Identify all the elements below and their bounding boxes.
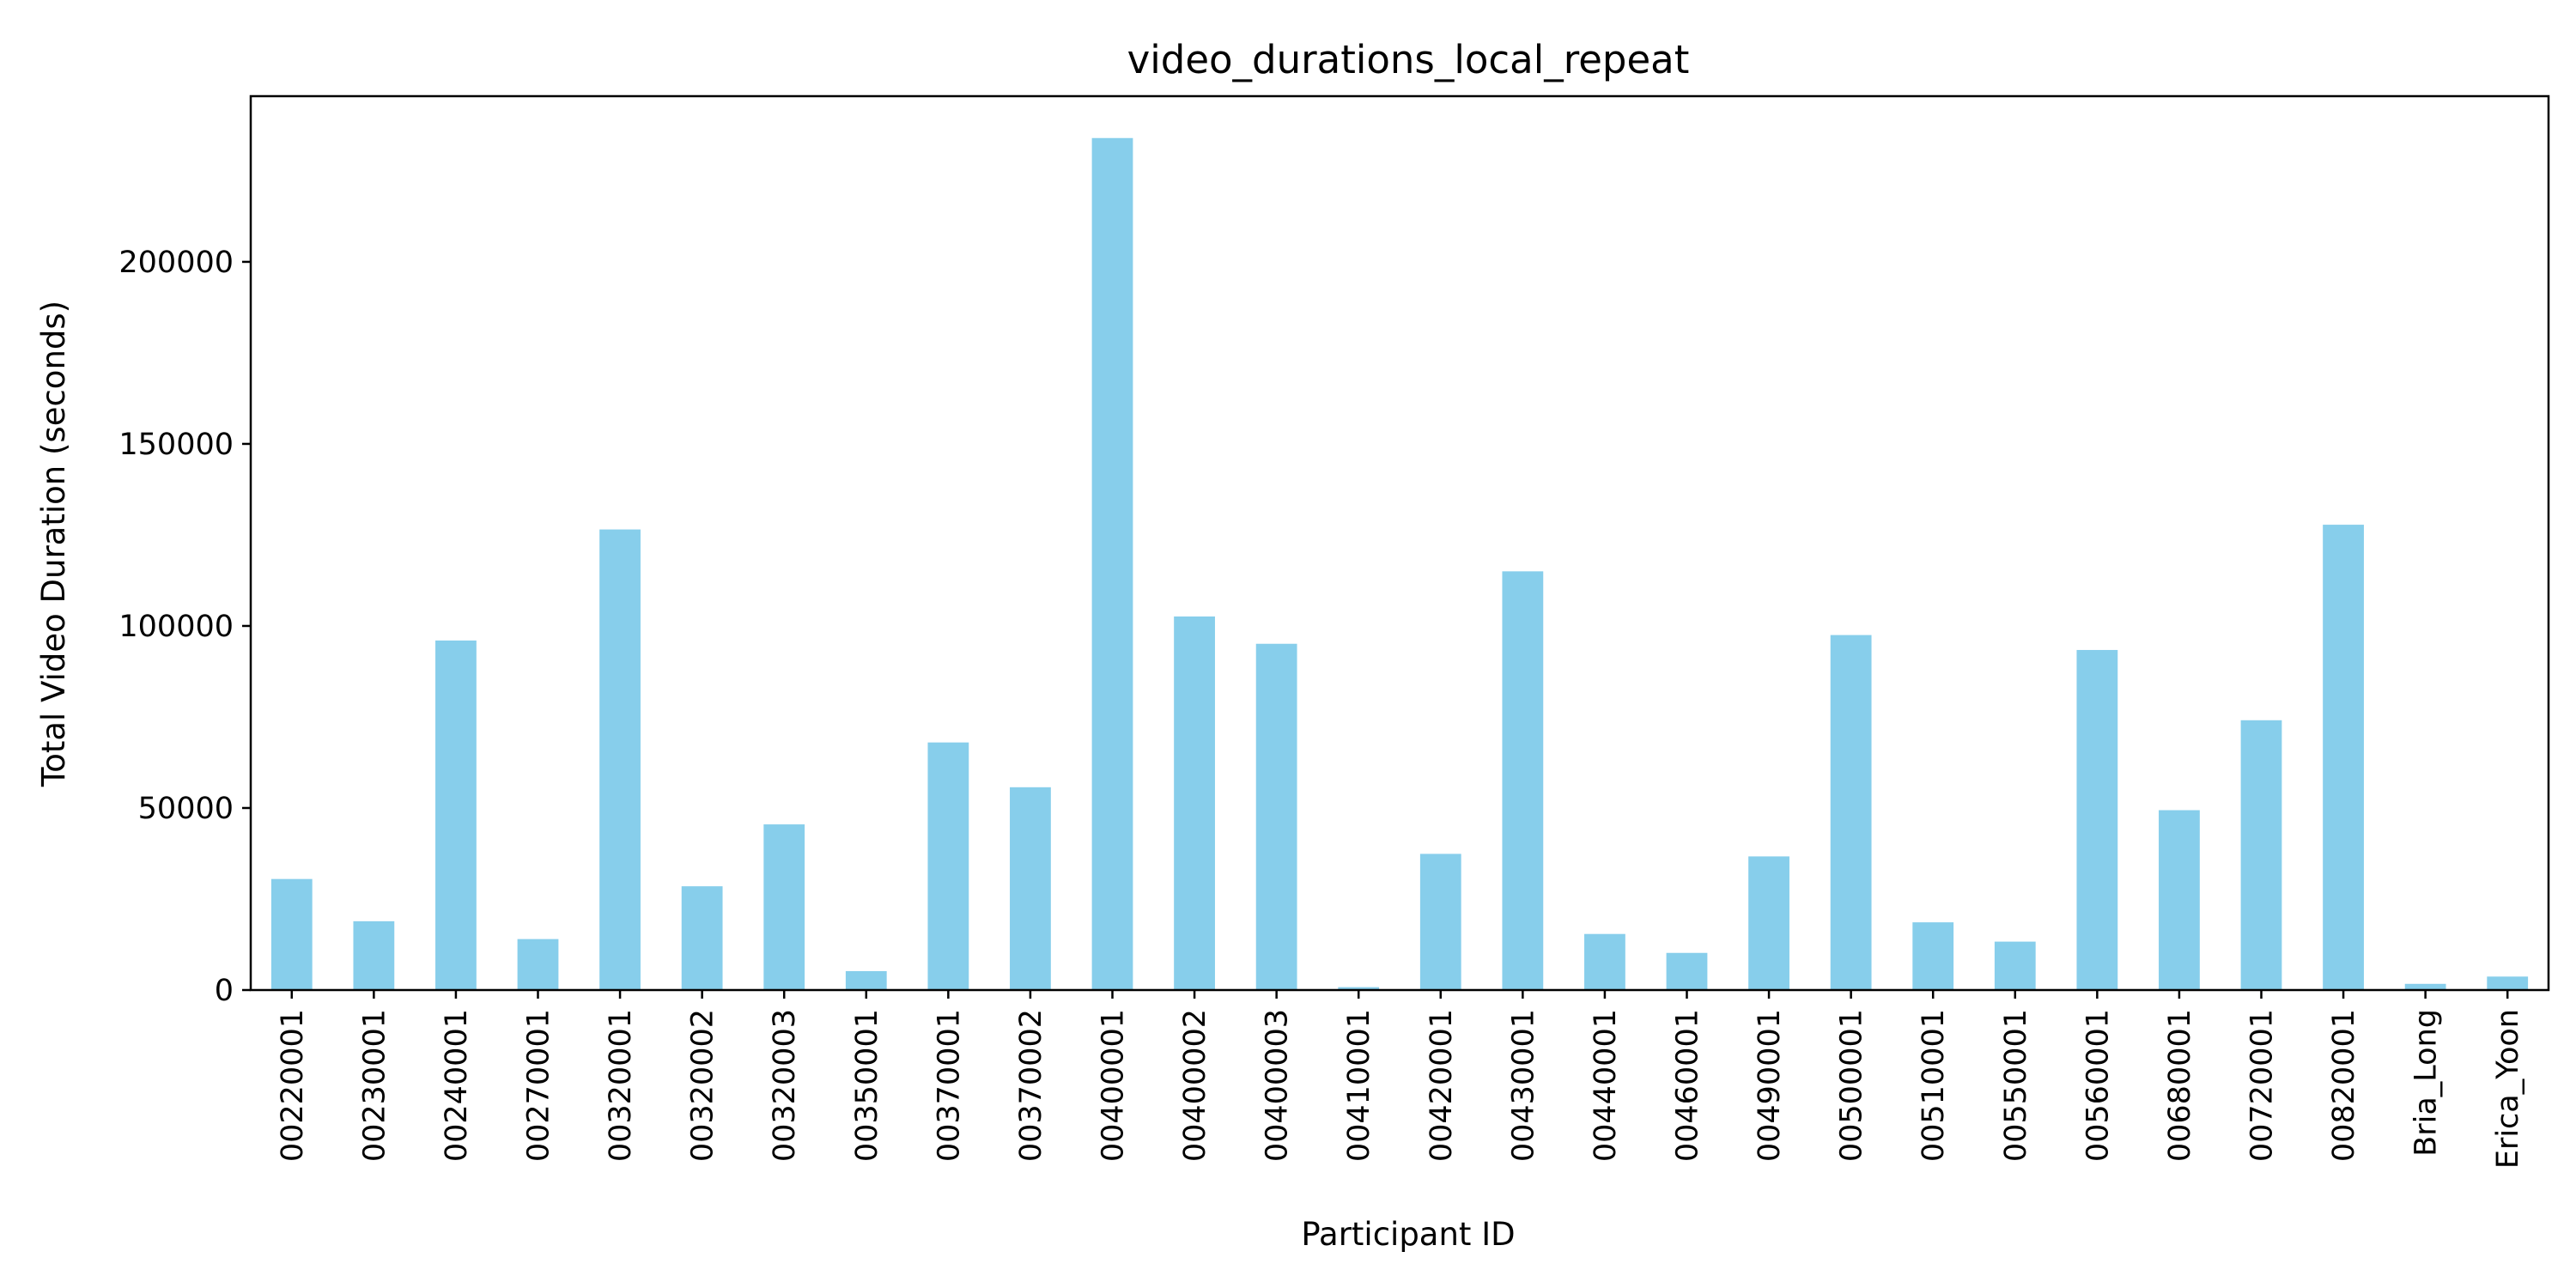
x-tick-label: 00240001 [440,1009,474,1162]
bar-00400002 [1174,616,1215,990]
bar-00320001 [599,529,641,990]
x-tick-label: 00370002 [1014,1009,1048,1162]
bar-00410001 [1338,987,1380,990]
bar-00270001 [517,939,559,990]
x-tick-label: 00320003 [768,1009,802,1162]
bar-00370001 [927,742,969,990]
x-tick-label: 00370001 [932,1009,966,1162]
y-axis-ticks: 0 50000 100000 150000 200000 [118,246,251,1008]
x-tick-label: 00430001 [1506,1009,1540,1162]
x-tick-label: 00410001 [1342,1009,1376,1162]
bar-00350001 [845,970,887,990]
bar-00320003 [763,824,805,990]
x-tick-label: 00320001 [604,1009,638,1162]
bar-00320002 [681,886,723,990]
x-tick-label: 00560001 [2081,1009,2115,1162]
bar-00240001 [435,640,477,990]
x-tick-label: 00230001 [357,1009,392,1162]
x-axis-label: Participant ID [1301,1216,1515,1253]
bar-00370002 [1010,787,1051,990]
x-axis-ticks: 00220001 00230001 00240001 00270001 00320001… [276,990,2525,1169]
plot-frame [249,94,2550,992]
x-tick-label: 00400001 [1097,1009,1131,1162]
x-tick-label: 00550001 [1999,1009,2033,1162]
x-tick-label: 00490001 [1753,1009,1787,1162]
bar-00500001 [1830,635,1872,990]
y-axis-label: Total Video Duration (seconds) [35,301,72,787]
x-tick-label: 00460001 [1671,1009,1705,1162]
bars-group [270,137,2529,991]
x-tick-label: 00270001 [522,1009,556,1162]
y-tick-label: 150000 [118,428,234,462]
x-tick-label: 00510001 [1917,1009,1951,1162]
x-tick-label: 00680001 [2163,1009,2197,1162]
y-tick-label: 50000 [138,792,234,826]
x-tick-label: 00720001 [2245,1009,2280,1162]
bar-00400003 [1255,643,1297,990]
x-tick-label: 00440001 [1589,1009,1623,1162]
y-tick-label: 200000 [118,246,234,280]
bar-Bria_Long [2404,983,2446,990]
bar-00420001 [1419,854,1461,990]
bar-00430001 [1502,571,1544,990]
bar-00400001 [1091,137,1133,991]
y-tick-label: 0 [215,974,234,1008]
x-tick-label: 00420001 [1425,1009,1459,1162]
bar-00230001 [353,920,395,990]
x-tick-label: 00350001 [850,1009,884,1162]
bar-Erica_Yoon [2487,976,2529,990]
y-tick-label: 100000 [118,610,234,644]
bar-00560001 [2076,649,2118,990]
x-tick-label: Bria_Long [2409,1009,2444,1157]
x-tick-label: 00820001 [2327,1009,2361,1162]
bar-00680001 [2159,810,2200,990]
bar-00220001 [270,878,313,990]
bar-00510001 [1912,922,1954,990]
x-tick-label: 00320002 [686,1009,720,1162]
x-tick-label: 00220001 [276,1009,310,1162]
bar-00550001 [1994,941,2036,990]
x-tick-label: Erica_Yoon [2491,1009,2525,1169]
bar-00460001 [1666,952,1708,990]
x-tick-label: 00400002 [1178,1009,1212,1162]
bar-00440001 [1584,933,1625,990]
bar-00720001 [2240,720,2282,990]
x-tick-label: 00400003 [1261,1009,1295,1162]
bar-00820001 [2323,525,2364,990]
bar-00490001 [1748,856,1789,990]
x-tick-label: 00500001 [1835,1009,1869,1162]
chart-title: video_durations_local_repeat [1127,37,1690,82]
